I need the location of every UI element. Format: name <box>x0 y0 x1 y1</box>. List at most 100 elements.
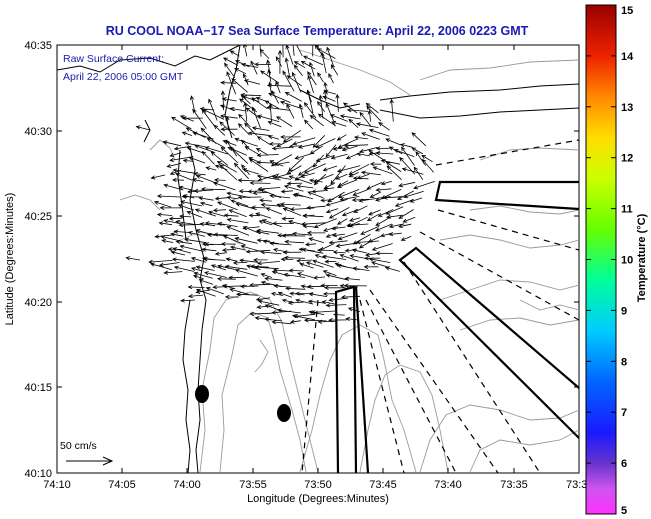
current-vector-arrow <box>234 268 259 277</box>
surface-current-vectors <box>125 45 435 325</box>
current-vector-arrow <box>267 135 280 140</box>
current-vector-arrow <box>421 154 433 163</box>
current-vector-arrow <box>224 62 236 79</box>
current-vector-arrow <box>148 259 173 264</box>
current-vector-arrow <box>325 144 337 158</box>
current-vector-arrow <box>325 102 334 122</box>
current-vector-arrow <box>171 116 192 130</box>
current-vector-arrow <box>241 62 259 68</box>
current-vector-arrow <box>204 271 227 278</box>
current-vector-arrow <box>237 123 250 136</box>
current-vector-arrow <box>267 121 282 128</box>
current-vector-arrow <box>296 45 303 57</box>
current-vector-arrow <box>292 137 316 146</box>
current-vector-arrow <box>284 239 305 244</box>
current-vector-arrow <box>275 56 283 67</box>
current-vector-arrow <box>307 299 325 304</box>
y-tick-label: 40:15 <box>24 382 52 394</box>
current-vector-arrow <box>398 209 414 219</box>
current-vector-arrow <box>282 45 284 58</box>
current-vector-arrow <box>198 278 214 285</box>
current-vector-arrow <box>311 189 328 194</box>
current-vector-arrow <box>382 195 404 200</box>
current-vector-arrow <box>212 181 236 191</box>
current-vector-arrow <box>339 114 361 120</box>
current-vector-arrow <box>385 161 402 172</box>
current-vector-arrow <box>156 194 181 199</box>
current-vector-arrow <box>262 239 280 245</box>
current-vector-arrow <box>272 268 292 273</box>
current-vector-arrow <box>302 224 315 229</box>
current-vector-arrow <box>210 264 227 271</box>
x-tick-label: 73:45 <box>369 479 397 491</box>
current-vector-arrow <box>225 115 230 129</box>
current-vector-arrow <box>256 160 273 165</box>
current-vector-arrow <box>195 265 215 271</box>
current-vector-arrow <box>257 261 281 266</box>
current-vector-arrow <box>224 294 239 300</box>
colorbar-tick-label: 13 <box>621 102 633 114</box>
current-vector-arrow <box>307 191 324 199</box>
current-vector-arrow <box>251 126 270 131</box>
current-vector-arrow <box>400 143 413 148</box>
current-vector-arrow <box>337 138 358 149</box>
current-vector-arrow <box>168 216 183 221</box>
current-vector-arrow <box>421 158 435 173</box>
current-vector-arrow <box>360 225 380 235</box>
current-vector-arrow <box>243 102 248 122</box>
current-vector-arrow <box>231 78 248 93</box>
current-vector-arrow <box>239 284 259 289</box>
current-vector-arrow <box>252 190 269 196</box>
current-vector-arrow <box>163 270 183 275</box>
current-vector-arrow <box>249 282 271 288</box>
current-vector-arrow <box>179 244 204 252</box>
current-vector-arrow <box>359 147 378 153</box>
current-vector-arrow <box>233 162 249 180</box>
current-vector-arrow <box>294 192 314 200</box>
current-vector-arrow <box>199 222 216 227</box>
current-vector-arrow <box>180 298 196 303</box>
map-panel: Raw Surface Current: April 22, 2006 05:0… <box>4 40 587 505</box>
colorbar-tick-label: 9 <box>621 305 627 317</box>
current-vector-arrow <box>303 119 314 130</box>
current-vector-arrow <box>264 276 283 281</box>
current-vector-arrow <box>245 107 261 119</box>
current-vector-arrow <box>330 165 346 185</box>
current-vector-arrow <box>268 92 291 103</box>
current-vector-arrow <box>150 174 166 180</box>
current-vector-arrow <box>250 264 269 269</box>
current-vector-arrow <box>271 90 280 104</box>
current-vector-arrow <box>206 232 228 237</box>
current-vector-arrow <box>159 205 182 210</box>
current-vector-arrow <box>298 103 304 118</box>
current-vector-arrow <box>401 167 424 175</box>
current-vector-arrow <box>289 319 301 324</box>
current-vector-arrow <box>317 72 324 83</box>
x-tick-label: 73:3 <box>566 479 587 491</box>
current-vector-arrow <box>213 124 226 136</box>
current-vector-arrow <box>380 180 392 186</box>
current-vector-arrow <box>401 146 415 166</box>
current-vector-arrow <box>178 185 195 191</box>
current-vector-arrow <box>255 148 269 156</box>
current-vector-arrow <box>275 81 281 94</box>
current-vector-arrow <box>199 201 213 207</box>
current-vector-arrow <box>303 163 326 174</box>
current-vector-arrow <box>355 122 379 128</box>
x-tick-label: 74:10 <box>43 479 71 491</box>
current-vector-arrow <box>170 250 186 256</box>
current-vector-arrow <box>300 60 316 70</box>
current-vector-arrow <box>173 229 192 234</box>
current-vector-arrow <box>400 236 412 241</box>
current-vector-arrow <box>378 122 390 131</box>
current-vector-arrow <box>284 57 290 77</box>
current-vector-arrow <box>239 258 259 263</box>
current-vector-arrow <box>222 57 239 66</box>
current-vector-arrow <box>308 292 328 297</box>
current-vector-arrow <box>313 275 326 280</box>
current-vector-arrow <box>352 266 370 271</box>
current-vector-arrow <box>308 237 324 243</box>
current-vector-arrow <box>307 71 317 86</box>
current-vector-arrow <box>345 316 358 322</box>
current-vector-arrow <box>268 81 273 93</box>
